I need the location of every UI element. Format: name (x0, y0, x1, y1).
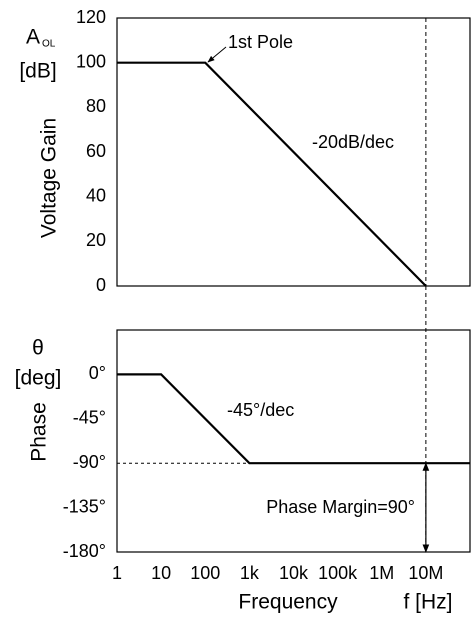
y-tick-label: 20 (86, 230, 106, 250)
y-tick-label: 40 (86, 185, 106, 205)
annotation: Phase Margin=90° (266, 497, 415, 517)
y-tick-label: -180° (63, 541, 106, 561)
x-axis-unit: f [Hz] (403, 591, 452, 614)
plot-frame (116, 329, 471, 553)
y-tick-label: 0 (96, 275, 106, 295)
data-line (117, 373, 470, 465)
x-tick-label: 100 (190, 563, 220, 583)
y-axis-title: Phase (28, 402, 51, 462)
x-axis-title: Frequency (238, 591, 338, 614)
annotation: 1st Pole (228, 32, 293, 52)
annotation-arrow (207, 46, 227, 63)
annotation: -20dB/dec (312, 132, 394, 152)
annotation: -45°/dec (227, 400, 294, 420)
y-tick-label: 60 (86, 141, 106, 161)
y-tick-label: -135° (63, 496, 106, 516)
x-tick-label: 1k (240, 563, 260, 583)
unit-symbol: θ (32, 337, 44, 360)
unit-subscript: OL (42, 39, 56, 50)
plot-frame (116, 17, 471, 287)
y-unit: [deg] (15, 367, 62, 390)
unit-symbol: A (26, 26, 40, 49)
y-axis-title: Voltage Gain (38, 118, 61, 238)
y-tick-label: -45° (73, 408, 106, 428)
y-tick-label: 120 (76, 7, 106, 27)
y-tick-label: 80 (86, 96, 106, 116)
x-tick-label: 10 (151, 563, 171, 583)
y-tick-label: -90° (73, 452, 106, 472)
x-tick-label: 1 (112, 563, 122, 583)
y-unit: [dB] (19, 60, 56, 83)
y-tick-label: 100 (76, 51, 106, 71)
data-line (117, 61, 427, 287)
x-tick-label: 100k (318, 563, 358, 583)
x-tick-label: 10M (408, 563, 443, 583)
x-tick-label: 1M (369, 563, 394, 583)
y-tick-label: 0° (89, 363, 106, 383)
x-tick-label: 10k (279, 563, 309, 583)
